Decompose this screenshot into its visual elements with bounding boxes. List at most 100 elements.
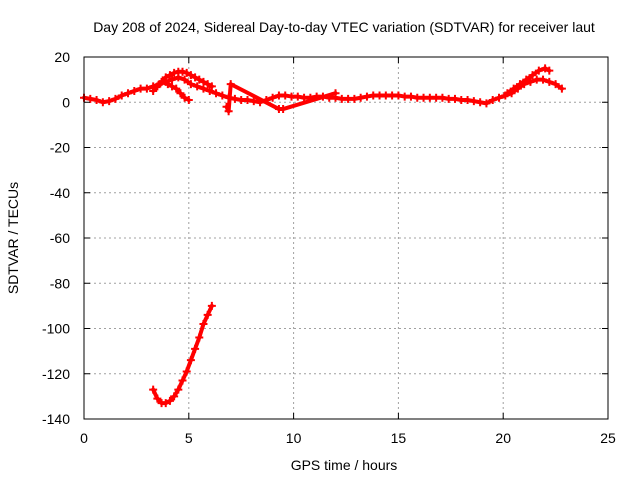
data-point [243, 95, 252, 104]
data-point [495, 93, 504, 102]
data-point [182, 68, 191, 77]
y-tick-label: -60 [50, 230, 70, 246]
data-point [191, 344, 200, 353]
data-point [545, 77, 554, 86]
series-lower-arc [163, 80, 193, 104]
data-point [86, 94, 95, 103]
data-point [124, 89, 133, 98]
x-tick-label: 0 [80, 430, 88, 446]
series-layer [80, 64, 566, 408]
data-point [165, 71, 174, 80]
data-point [199, 319, 208, 328]
data-point [203, 310, 212, 319]
x-tick-label: 5 [185, 430, 193, 446]
data-point [111, 94, 120, 103]
data-point [193, 82, 202, 91]
data-point [184, 95, 193, 104]
series-deep-excursion [149, 301, 216, 408]
data-point [149, 385, 158, 394]
data-point [178, 67, 187, 76]
data-point [551, 80, 560, 89]
series-upper-right-arc [503, 64, 554, 98]
data-point [350, 94, 359, 103]
data-point [503, 89, 512, 98]
data-point [161, 399, 170, 408]
data-point [105, 97, 114, 106]
data-point [394, 91, 403, 100]
x-tick-label: 15 [391, 430, 407, 446]
data-point [463, 95, 472, 104]
data-point [293, 92, 302, 101]
data-point [476, 98, 485, 107]
data-point [92, 95, 101, 104]
x-tick-label: 10 [286, 430, 302, 446]
data-point [545, 66, 554, 75]
data-point [469, 97, 478, 106]
y-tick-label: 0 [62, 94, 70, 110]
data-point [195, 75, 204, 84]
data-point [170, 392, 179, 401]
data-point [130, 86, 139, 95]
y-tick-label: -80 [50, 275, 70, 291]
data-point [528, 71, 537, 80]
data-point [98, 98, 107, 107]
data-point [268, 93, 277, 102]
data-point [331, 89, 340, 98]
data-point [534, 66, 543, 75]
data-point [222, 102, 231, 111]
data-point [149, 86, 158, 95]
data-point [557, 84, 566, 93]
data-point [522, 75, 531, 84]
data-point [172, 84, 181, 93]
data-point [226, 80, 235, 89]
data-point [117, 91, 126, 100]
data-point [356, 93, 365, 102]
data-point [165, 396, 174, 405]
grid [84, 57, 608, 419]
data-point [509, 84, 518, 93]
data-point [142, 84, 151, 93]
data-point [482, 99, 491, 108]
data-point [153, 82, 162, 91]
data-point [178, 376, 187, 385]
y-tick-label: -40 [50, 185, 70, 201]
ticks: 0 5 10 15 20 25 20 0 -20 -40 -60 -80 -100 -120 -140 [42, 49, 616, 446]
data-point [207, 301, 216, 310]
data-point [207, 82, 216, 91]
y-axis-label: SDTVAR / TECUs [5, 182, 21, 294]
y-tick-label: -20 [50, 140, 70, 156]
data-point [438, 93, 447, 102]
data-point [249, 97, 258, 106]
data-point [182, 367, 191, 376]
data-point [161, 73, 170, 82]
series-spikes [222, 80, 340, 116]
y-tick-label: 20 [54, 49, 70, 65]
data-point [203, 80, 212, 89]
data-point [168, 75, 177, 84]
data-point [157, 77, 166, 86]
data-point [205, 86, 214, 95]
data-point [199, 77, 208, 86]
data-point [153, 394, 162, 403]
data-point [186, 356, 195, 365]
data-point [168, 82, 177, 91]
data-point [186, 80, 195, 89]
data-point [279, 105, 288, 114]
data-point [195, 333, 204, 342]
data-point [163, 80, 172, 89]
x-tick-label: 25 [600, 430, 616, 446]
data-point [170, 68, 179, 77]
data-point [186, 71, 195, 80]
y-tick-label: -120 [42, 366, 70, 382]
data-point [180, 93, 189, 102]
data-point [539, 75, 548, 84]
data-point [191, 73, 200, 82]
chart-title: Day 208 of 2024, Sidereal Day-to-day VTE… [93, 19, 595, 35]
x-axis-label: GPS time / hours [291, 457, 398, 473]
data-point [281, 91, 290, 100]
data-point [362, 92, 371, 101]
data-point [488, 95, 497, 104]
data-point [212, 89, 221, 98]
